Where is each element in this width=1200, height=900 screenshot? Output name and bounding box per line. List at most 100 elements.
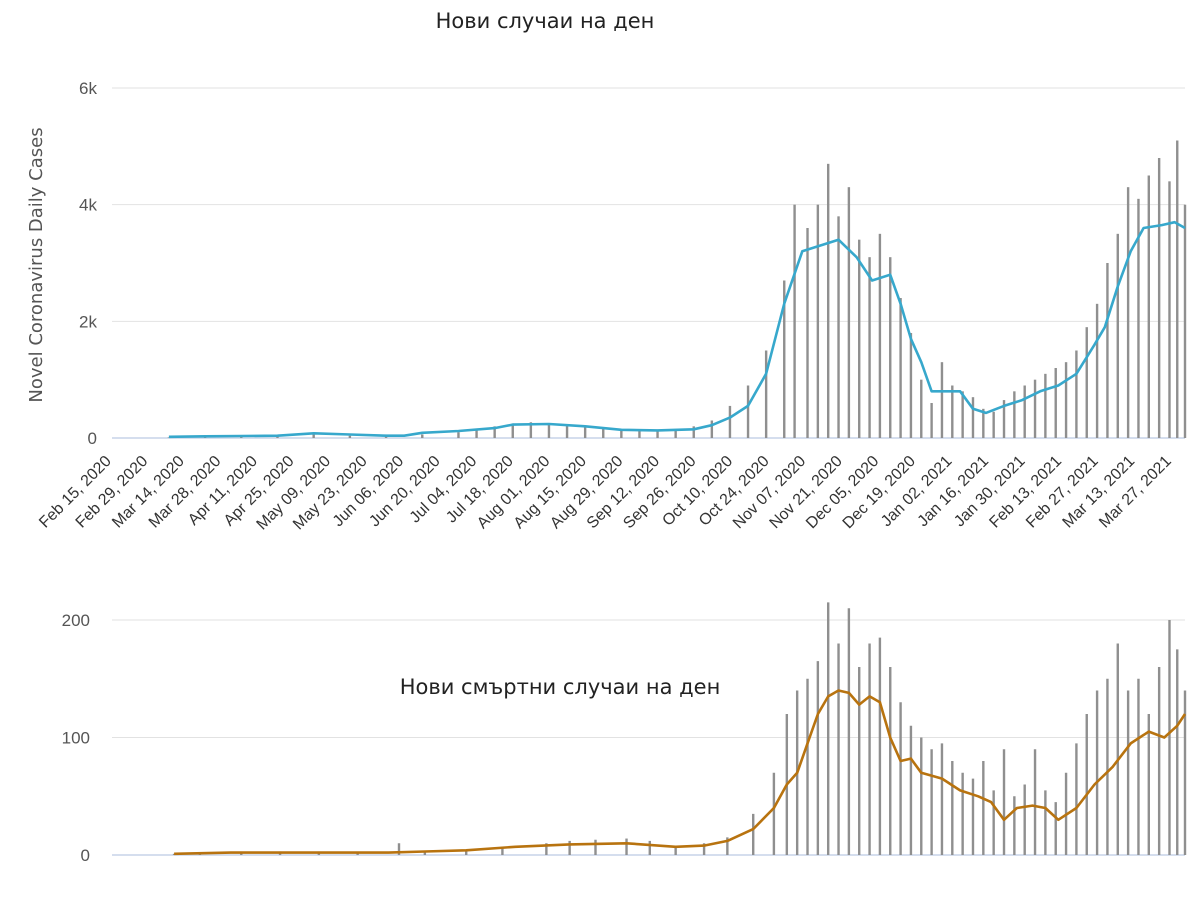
daily-bar <box>726 837 729 855</box>
daily-bar <box>920 737 923 855</box>
daily-bar <box>1033 749 1037 855</box>
daily-bar <box>1137 198 1140 438</box>
daily-bar <box>547 423 551 438</box>
daily-bar <box>783 280 786 438</box>
cases-chart-title: Нови случаи на ден <box>436 9 655 33</box>
daily-bar <box>1075 350 1078 438</box>
y-tick-label: 0 <box>81 846 90 865</box>
daily-bar <box>421 434 424 438</box>
daily-bar <box>1147 175 1151 438</box>
y-tick-label: 200 <box>62 611 90 630</box>
daily-bar <box>167 437 171 438</box>
daily-bar <box>837 643 840 855</box>
daily-bar <box>816 661 820 855</box>
deaths-7day-average-line <box>174 689 1187 856</box>
daily-bar <box>1126 690 1130 855</box>
daily-bar <box>1157 158 1161 438</box>
daily-bar <box>920 379 923 438</box>
daily-bar <box>826 602 830 855</box>
daily-bar <box>847 187 851 438</box>
daily-bar <box>847 608 851 855</box>
daily-bar <box>961 772 964 855</box>
daily-bar <box>1023 385 1026 438</box>
daily-bar <box>1157 667 1161 855</box>
daily-bar <box>594 839 597 855</box>
daily-bar <box>620 429 623 438</box>
daily-bar <box>868 643 871 855</box>
daily-bar <box>1176 649 1179 855</box>
daily-bar <box>889 257 892 438</box>
daily-bar <box>1095 303 1099 438</box>
daily-bar <box>868 257 871 438</box>
daily-bar <box>568 840 571 855</box>
daily-bar <box>951 385 954 438</box>
daily-bar <box>930 403 933 438</box>
daily-bar <box>1137 678 1140 855</box>
daily-bar <box>1023 784 1026 855</box>
daily-bar <box>565 424 569 438</box>
daily-bar <box>545 843 548 855</box>
daily-bar <box>1147 714 1151 855</box>
daily-bar <box>1002 400 1006 438</box>
deaths-chart-title: Нови смъртни случаи на ден <box>400 675 721 699</box>
daily-bar <box>583 426 587 438</box>
daily-bar <box>909 725 913 855</box>
daily-bar <box>806 228 809 438</box>
daily-bar <box>1064 362 1068 438</box>
daily-bar <box>728 405 732 438</box>
daily-bar <box>312 434 315 438</box>
daily-bar <box>806 678 809 855</box>
y-tick-label: 0 <box>88 429 97 448</box>
daily-bar <box>384 436 388 438</box>
daily-bar <box>1054 802 1057 855</box>
cases-bars <box>167 140 1187 439</box>
daily-bar <box>511 423 514 438</box>
daily-bar <box>1106 263 1109 438</box>
daily-bar <box>602 428 605 438</box>
cases-7day-average-line <box>168 220 1186 439</box>
daily-bar <box>172 853 176 855</box>
daily-bar <box>1044 373 1047 438</box>
daily-bar <box>656 429 659 438</box>
daily-bar <box>475 430 478 438</box>
daily-bar <box>992 411 995 438</box>
daily-bar <box>982 408 985 438</box>
daily-bar <box>638 429 641 438</box>
daily-bar <box>1085 327 1088 438</box>
daily-bar <box>971 778 975 855</box>
daily-bar <box>772 772 776 855</box>
daily-bar <box>858 239 861 438</box>
daily-bar <box>899 298 902 438</box>
deaths-y-tick-labels: 0 100 200 <box>62 611 90 865</box>
daily-bar <box>1033 379 1037 438</box>
deaths-chart: Нови смъртни случаи на ден 0 100 200 <box>62 602 1187 865</box>
y-tick-label: 4k <box>79 196 97 215</box>
daily-bar <box>1116 233 1119 438</box>
daily-bar <box>692 426 695 438</box>
daily-bar <box>878 637 882 855</box>
daily-bar <box>1126 187 1130 438</box>
y-tick-label: 100 <box>62 729 90 748</box>
daily-bar <box>493 426 496 438</box>
daily-bar <box>951 761 954 855</box>
daily-bar <box>465 850 468 855</box>
daily-bar <box>1106 678 1109 855</box>
daily-bar <box>1044 790 1047 855</box>
y-tick-label: 6k <box>79 79 97 98</box>
daily-bar <box>674 429 677 438</box>
daily-bar <box>1085 714 1088 855</box>
daily-bar <box>930 749 933 855</box>
deaths-bars <box>172 602 1187 855</box>
daily-bar <box>1168 181 1171 439</box>
daily-bar <box>961 391 964 438</box>
daily-bar <box>837 216 840 438</box>
daily-bar <box>423 851 427 855</box>
daily-bar <box>746 385 750 438</box>
daily-bar <box>648 840 651 855</box>
daily-bar <box>858 667 861 855</box>
daily-bar <box>501 846 504 855</box>
daily-bar <box>752 813 755 855</box>
daily-bar <box>1075 743 1078 855</box>
